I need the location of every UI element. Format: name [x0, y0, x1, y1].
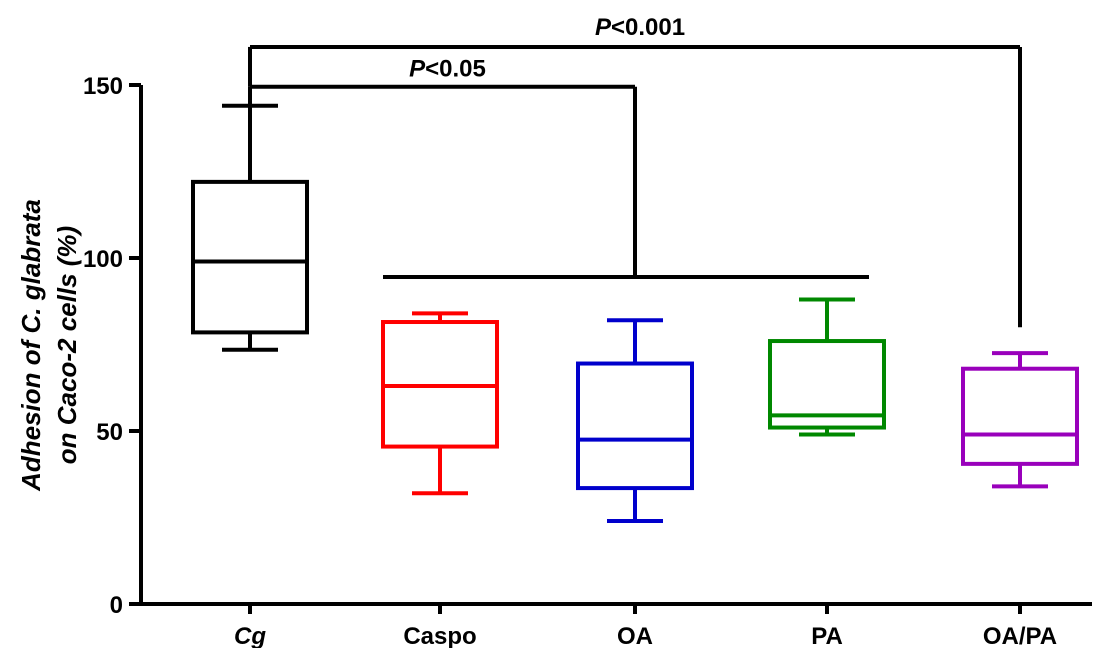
iqr-box — [576, 361, 694, 491]
significance-bracket-p005: P<0.05 — [248, 56, 869, 280]
x-category-label: PA — [811, 623, 843, 648]
y-axis-label-line2: on Caco-2 cells (%) — [52, 226, 82, 464]
x-category-label: OA — [617, 623, 653, 648]
significance-label-p0001: P<0.001 — [595, 14, 685, 41]
x-category-label: Cg — [234, 623, 266, 648]
y-tick-label: 150 — [83, 73, 123, 100]
box-pa — [768, 297, 886, 437]
significance-label-p005: P<0.05 — [409, 56, 486, 83]
boxes — [191, 103, 1079, 523]
box-oa — [576, 318, 694, 523]
y-tick-label: 50 — [96, 419, 123, 446]
significance-bracket-p0001: P<0.001 — [248, 14, 1022, 328]
y-tick-label: 100 — [83, 246, 123, 273]
iqr-box — [768, 339, 886, 430]
significance-brackets: P<0.05 P<0.001 — [248, 14, 1022, 328]
x-axis: Cg Caspo OA PA OA/PA — [139, 602, 1092, 648]
y-axis: 0 50 100 150 — [83, 73, 143, 619]
y-tick-label: 0 — [110, 592, 123, 619]
x-category-label: OA/PA — [983, 623, 1057, 648]
box-caspo — [381, 311, 499, 496]
iqr-box — [191, 179, 309, 335]
y-axis-label-line1: Adhesion of C. glabrata — [16, 199, 46, 492]
box-oa-pa — [961, 351, 1079, 489]
x-category-label: Caspo — [403, 623, 476, 648]
iqr-box — [961, 366, 1079, 466]
box-cg — [191, 103, 309, 352]
